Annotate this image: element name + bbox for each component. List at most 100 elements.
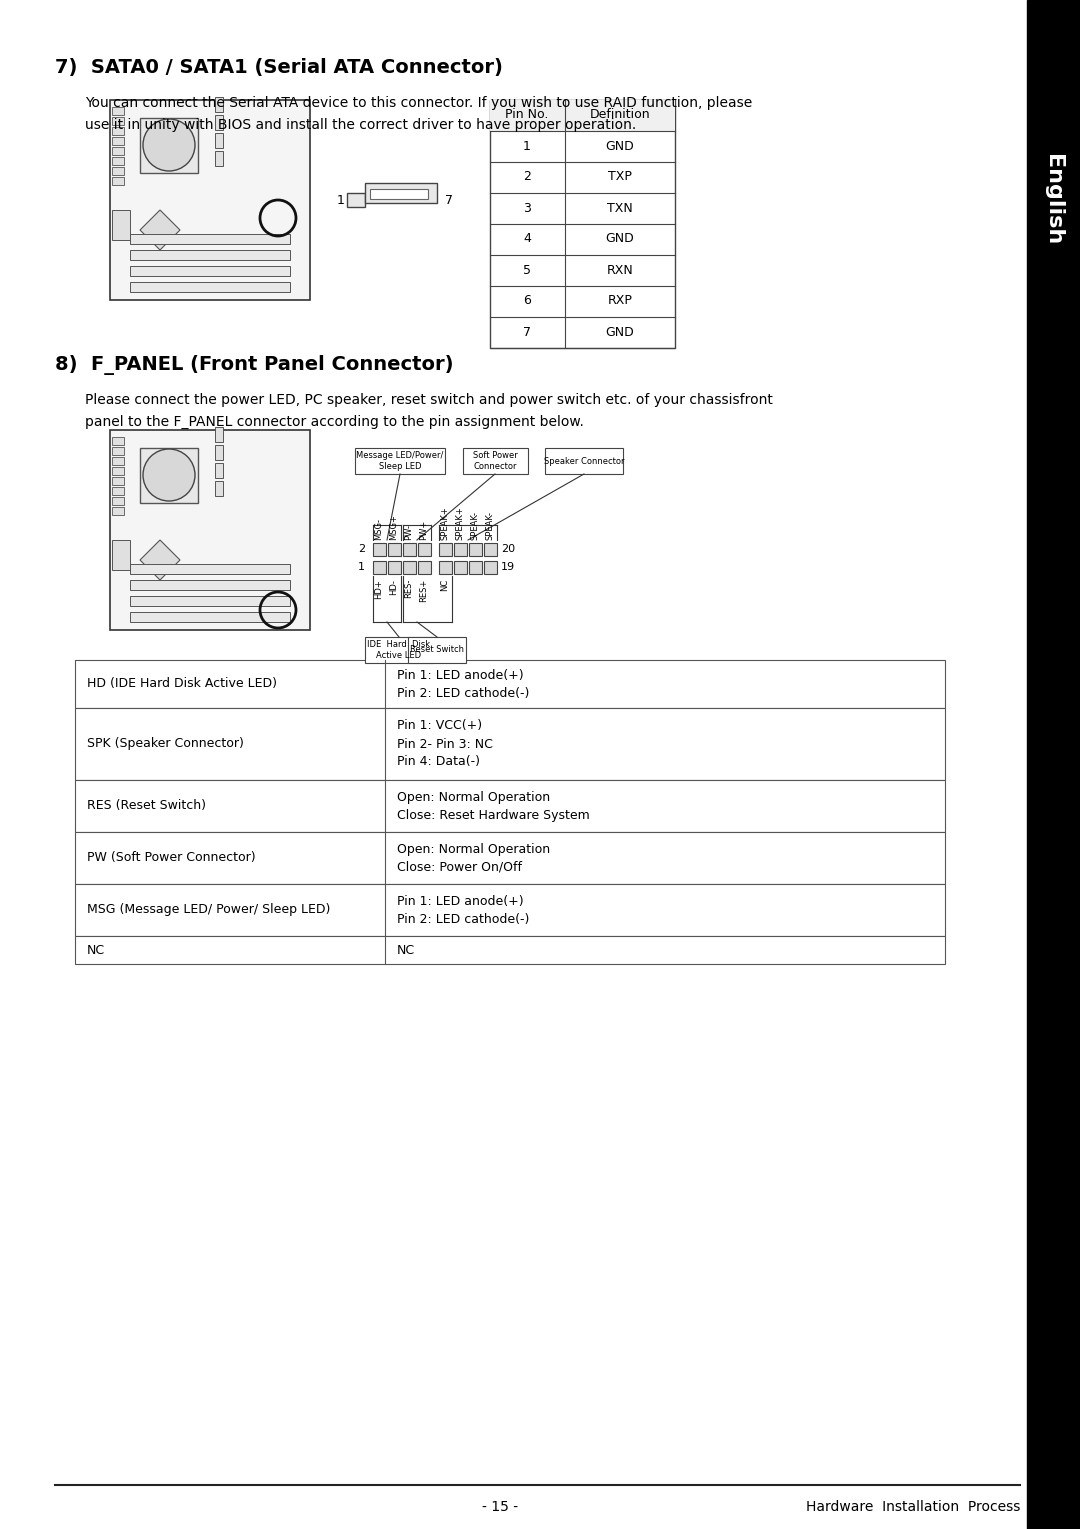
Text: Open: Normal Operation: Open: Normal Operation bbox=[397, 790, 550, 804]
Text: RES-: RES- bbox=[405, 579, 414, 598]
Bar bbox=[215, 427, 222, 442]
Bar bbox=[75, 780, 945, 832]
Bar bbox=[112, 508, 124, 515]
Bar bbox=[140, 118, 198, 173]
Text: GND: GND bbox=[606, 232, 634, 246]
Bar bbox=[215, 463, 222, 479]
Text: Pin 4: Data(-): Pin 4: Data(-) bbox=[397, 755, 480, 769]
Bar bbox=[403, 561, 416, 573]
Bar bbox=[130, 612, 291, 622]
Text: use it in unity with BIOS and install the correct driver to have proper operatio: use it in unity with BIOS and install th… bbox=[85, 118, 636, 131]
Text: Pin 1: LED anode(+): Pin 1: LED anode(+) bbox=[397, 668, 524, 682]
Text: NC: NC bbox=[87, 943, 105, 957]
Text: Open: Normal Operation: Open: Normal Operation bbox=[397, 842, 550, 856]
Text: Please connect the power LED, PC speaker, reset switch and power switch etc. of : Please connect the power LED, PC speaker… bbox=[85, 393, 773, 407]
Bar bbox=[112, 118, 124, 125]
Bar bbox=[112, 466, 124, 476]
Bar bbox=[112, 497, 124, 505]
Bar bbox=[112, 437, 124, 445]
Bar bbox=[347, 193, 365, 206]
Text: SPEAK+: SPEAK+ bbox=[456, 506, 464, 540]
Bar bbox=[75, 661, 945, 708]
Bar bbox=[215, 151, 222, 167]
Bar bbox=[545, 448, 623, 474]
Bar bbox=[110, 430, 310, 630]
Text: You can connect the Serial ATA device to this connector. If you wish to use RAID: You can connect the Serial ATA device to… bbox=[85, 96, 753, 110]
Text: RES (Reset Switch): RES (Reset Switch) bbox=[87, 800, 206, 812]
Bar bbox=[418, 543, 431, 557]
Text: NC: NC bbox=[441, 579, 449, 592]
Bar bbox=[112, 157, 124, 165]
Text: MSG (Message LED/ Power/ Sleep LED): MSG (Message LED/ Power/ Sleep LED) bbox=[87, 904, 330, 916]
Text: 19: 19 bbox=[501, 563, 515, 572]
Text: 7: 7 bbox=[523, 326, 531, 338]
Bar bbox=[454, 543, 467, 557]
Text: Reset Switch: Reset Switch bbox=[410, 645, 464, 654]
Text: Pin 2: LED cathode(-): Pin 2: LED cathode(-) bbox=[397, 913, 529, 925]
Text: Message LED/Power/
Sleep LED: Message LED/Power/ Sleep LED bbox=[356, 451, 444, 471]
Text: 1: 1 bbox=[337, 194, 345, 206]
Bar bbox=[355, 448, 445, 474]
Bar bbox=[130, 266, 291, 277]
Text: 3: 3 bbox=[523, 202, 531, 214]
Bar bbox=[215, 96, 222, 112]
Polygon shape bbox=[140, 209, 180, 251]
Text: TXN: TXN bbox=[607, 202, 633, 214]
Text: SPEAK-: SPEAK- bbox=[471, 511, 480, 540]
Bar bbox=[112, 477, 124, 485]
Text: Pin 2- Pin 3: NC: Pin 2- Pin 3: NC bbox=[397, 737, 492, 751]
Bar bbox=[215, 482, 222, 495]
Text: SPEAK+: SPEAK+ bbox=[441, 506, 449, 540]
Bar bbox=[373, 561, 386, 573]
Bar bbox=[484, 543, 497, 557]
Text: MSG-: MSG- bbox=[375, 518, 383, 540]
Text: Speaker Connector: Speaker Connector bbox=[543, 457, 624, 465]
Text: Definition: Definition bbox=[590, 109, 650, 121]
Bar bbox=[112, 540, 130, 570]
Text: Hardware  Installation  Process: Hardware Installation Process bbox=[806, 1500, 1020, 1514]
Bar bbox=[215, 115, 222, 130]
Bar bbox=[408, 638, 465, 664]
Bar bbox=[75, 936, 945, 963]
Text: 4: 4 bbox=[523, 232, 531, 246]
Text: Pin 2: LED cathode(-): Pin 2: LED cathode(-) bbox=[397, 687, 529, 699]
Text: 2: 2 bbox=[357, 544, 365, 553]
Text: 2: 2 bbox=[523, 171, 531, 183]
Text: Pin 1: VCC(+): Pin 1: VCC(+) bbox=[397, 720, 482, 732]
Text: 20: 20 bbox=[501, 544, 515, 553]
Bar bbox=[110, 99, 310, 300]
Text: HD+: HD+ bbox=[375, 579, 383, 599]
Bar bbox=[469, 543, 482, 557]
Bar bbox=[130, 251, 291, 260]
Text: Soft Power
Connector: Soft Power Connector bbox=[473, 451, 517, 471]
Bar bbox=[112, 488, 124, 495]
Text: SPEAK-: SPEAK- bbox=[486, 511, 495, 540]
Bar bbox=[130, 596, 291, 605]
Text: TXP: TXP bbox=[608, 171, 632, 183]
Bar bbox=[75, 884, 945, 936]
Bar bbox=[112, 177, 124, 185]
Text: PW+: PW+ bbox=[419, 520, 429, 540]
Text: 6: 6 bbox=[523, 295, 531, 307]
Bar bbox=[438, 543, 453, 557]
Text: IDE  Hard  Disk
Active LED: IDE Hard Disk Active LED bbox=[367, 641, 431, 661]
Text: HD (IDE Hard Disk Active LED): HD (IDE Hard Disk Active LED) bbox=[87, 677, 276, 691]
Bar bbox=[75, 832, 945, 884]
Text: Pin No.: Pin No. bbox=[505, 109, 549, 121]
Bar bbox=[112, 107, 124, 115]
Bar bbox=[388, 543, 401, 557]
Text: RES+: RES+ bbox=[419, 579, 429, 602]
Bar bbox=[215, 133, 222, 148]
Text: RXN: RXN bbox=[607, 263, 633, 277]
Bar bbox=[75, 708, 945, 780]
Bar bbox=[112, 457, 124, 465]
Text: Pin 1: LED anode(+): Pin 1: LED anode(+) bbox=[397, 894, 524, 908]
Text: PW-: PW- bbox=[405, 524, 414, 540]
Bar bbox=[454, 561, 467, 573]
Bar bbox=[370, 190, 428, 199]
Text: 1: 1 bbox=[357, 563, 365, 572]
Text: HD-: HD- bbox=[390, 579, 399, 595]
Bar bbox=[418, 561, 431, 573]
Bar bbox=[490, 99, 675, 131]
Bar bbox=[112, 147, 124, 154]
